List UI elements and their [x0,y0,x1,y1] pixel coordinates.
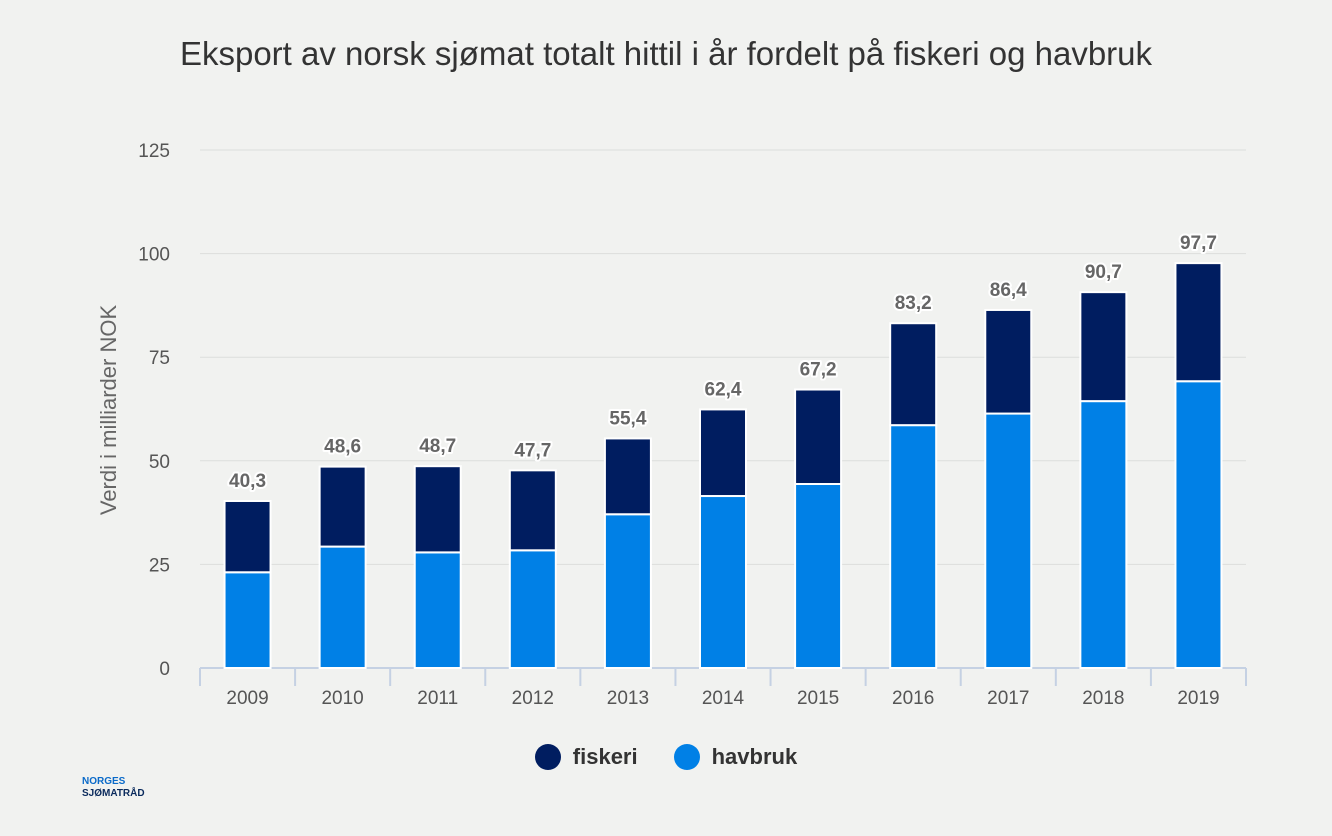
total-label-2009: 40,3 [229,471,266,492]
y-tick-label: 75 [149,348,170,369]
bars [223,262,1223,670]
bar-havbruk-2013 [603,513,652,670]
y-axis-ticks: 0 25 50 75 100 125 [138,141,170,680]
bar-fiskeri-2013 [603,437,652,516]
chart-title: Eksport av norsk sjømat totalt hittil i … [179,35,1153,72]
bar-havbruk-2012 [508,549,557,670]
bar-havbruk-2017 [984,412,1033,670]
bar-havbruk-2016 [889,424,938,669]
bar-havbruk-2011 [413,551,462,669]
y-tick-label: 125 [138,141,170,162]
total-label-2016: 83,2 [895,293,932,314]
total-label-2015: 67,2 [800,360,837,381]
bar-fiskeri-2019 [1174,262,1223,383]
bar-havbruk-2015 [794,483,843,670]
total-label-2010: 48,6 [324,437,361,458]
legend-label-havbruk: havbruk [711,744,798,769]
x-tick-label: 2013 [607,688,649,709]
bar-havbruk-2009 [223,571,272,670]
logo-line2: SJØMATRÅD [82,788,145,799]
legend-label-fiskeri: fiskeri [572,744,638,769]
x-tick-label: 2018 [1082,688,1124,709]
bar-fiskeri-2011 [413,465,462,554]
total-label-2018: 90,7 [1085,262,1122,283]
bar-fiskeri-2010 [318,465,367,548]
x-tick-label: 2012 [512,688,554,709]
y-tick-label: 100 [138,245,170,266]
bar-fiskeri-2014 [699,408,747,498]
y-axis-label: Verdi i milliarder NOK [96,305,121,516]
x-tick-label: 2009 [226,688,268,709]
total-label-2017: 86,4 [990,280,1027,301]
bar-havbruk-2010 [318,545,367,670]
bar-fiskeri-2018 [1079,291,1128,403]
x-tick-label: 2015 [797,688,839,709]
legend-item-fiskeri[interactable]: fiskeri [534,744,638,770]
y-tick-label: 25 [149,555,170,576]
x-tick-label: 2014 [702,688,745,709]
norges-sjomatrad-logo: NORGES SJØMATRÅD [82,776,145,800]
x-axis-ticks: 2009 2010 2011 2012 2013 2014 2015 2016 2017 2018… [226,688,1219,709]
bar-havbruk-2018 [1079,400,1128,669]
x-axis [199,667,1247,686]
logo-line1: NORGES [82,776,126,787]
x-tick-label: 2017 [987,688,1029,709]
bar-fiskeri-2016 [889,322,938,427]
x-tick-label: 2016 [892,688,934,709]
total-label-2012: 47,7 [514,440,551,461]
bar-havbruk-2019 [1174,380,1223,669]
total-label-2013: 55,4 [609,408,646,429]
legend-marker-havbruk [673,744,700,770]
x-tick-label: 2019 [1177,688,1219,709]
total-label-2014: 62,4 [705,379,742,400]
total-label-2011: 48,7 [419,436,456,457]
bar-fiskeri-2009 [223,499,272,574]
bar-fiskeri-2012 [508,469,557,552]
legend: fiskeri havbruk [0,744,1332,770]
x-tick-label: 2010 [321,688,363,709]
total-label-2019: 97,7 [1180,233,1217,254]
y-tick-label: 50 [149,452,170,473]
data-labels: 40,3 48,6 48,7 47,7 55,4 62,4 67,2 83,2 86,4 90,7… [227,231,1219,494]
bar-fiskeri-2017 [984,308,1033,415]
bar-havbruk-2014 [699,495,747,669]
x-tick-label: 2011 [417,688,458,709]
y-tick-label: 0 [159,659,170,680]
legend-marker-fiskeri [534,744,561,770]
bar-fiskeri-2015 [794,388,843,486]
legend-item-havbruk[interactable]: havbruk [673,744,798,770]
